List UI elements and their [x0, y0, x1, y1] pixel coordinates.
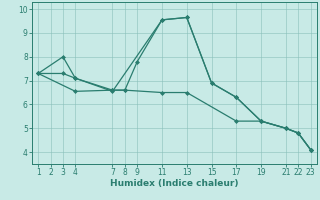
X-axis label: Humidex (Indice chaleur): Humidex (Indice chaleur) — [110, 179, 239, 188]
